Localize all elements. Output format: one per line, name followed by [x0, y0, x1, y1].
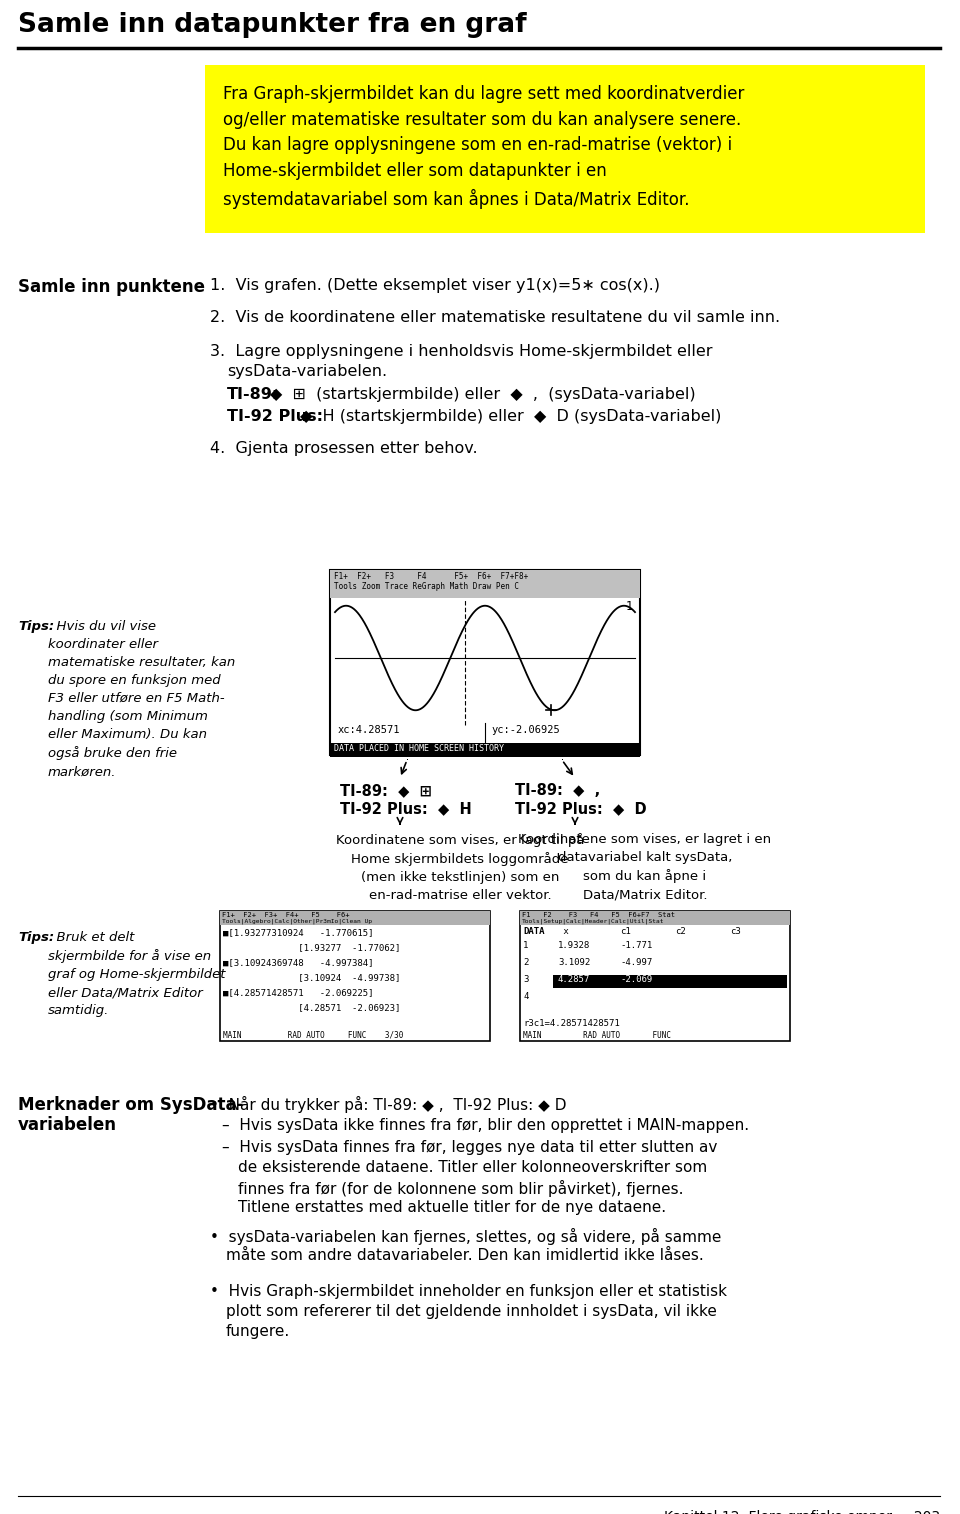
- Text: Tools|Algebro|Calc|Other|Pr3mIo|Clean Up: Tools|Algebro|Calc|Other|Pr3mIo|Clean Up: [222, 919, 372, 925]
- Text: TI-89:  ◆  ,: TI-89: ◆ ,: [515, 783, 600, 798]
- Text: 3: 3: [523, 975, 528, 984]
- FancyBboxPatch shape: [220, 911, 490, 925]
- Text: måte som andre datavariabeler. Den kan imidlertid ikke låses.: måte som andre datavariabeler. Den kan i…: [226, 1248, 704, 1263]
- Text: TI-92 Plus:  ◆  H: TI-92 Plus: ◆ H: [340, 801, 471, 816]
- Text: finnes fra før (for de kolonnene som blir påvirket), fjernes.: finnes fra før (for de kolonnene som bli…: [238, 1179, 684, 1198]
- Text: Fra Graph-skjermbildet kan du lagre sett med koordinatverdier
og/eller matematis: Fra Graph-skjermbildet kan du lagre sett…: [223, 85, 744, 209]
- Text: -1.771: -1.771: [620, 942, 652, 949]
- FancyBboxPatch shape: [520, 911, 790, 925]
- Text: •  sysData-variabelen kan fjernes, slettes, og så videre, på samme: • sysData-variabelen kan fjernes, slette…: [210, 1228, 721, 1245]
- Text: de eksisterende dataene. Titler eller kolonneoverskrifter som: de eksisterende dataene. Titler eller ko…: [238, 1160, 708, 1175]
- Text: Merknader om SysData-: Merknader om SysData-: [18, 1096, 244, 1114]
- Text: TI-92 Plus:: TI-92 Plus:: [227, 409, 323, 424]
- Text: 1.  Vis grafen. (Dette eksemplet viser y1(x)=5∗ cos(x).): 1. Vis grafen. (Dette eksemplet viser y1…: [210, 279, 660, 294]
- Text: Koordinatene som vises, er lagret i en
datavariabel kalt sysData,
som du kan åpn: Koordinatene som vises, er lagret i en d…: [518, 833, 772, 901]
- Text: [3.10924  -4.99738]: [3.10924 -4.99738]: [223, 974, 400, 983]
- Text: TI-92 Plus:  ◆  D: TI-92 Plus: ◆ D: [515, 801, 647, 816]
- Text: xc:4.28571: xc:4.28571: [338, 725, 400, 734]
- FancyBboxPatch shape: [553, 975, 787, 989]
- Text: ◆  H (startskjermbilde) eller  ◆  D (sysData-variabel): ◆ H (startskjermbilde) eller ◆ D (sysDat…: [300, 409, 721, 424]
- Text: ◆  ⊞  (startskjermbilde) eller  ◆  ,  (sysData-variabel): ◆ ⊞ (startskjermbilde) eller ◆ , (sysDat…: [270, 388, 696, 403]
- Text: 3.1092: 3.1092: [558, 958, 590, 967]
- Text: Koordinatene som vises, er lagt til på
Home skjermbildets loggområde
(men ikke t: Koordinatene som vises, er lagt til på H…: [336, 833, 585, 902]
- Text: 3.  Lagre opplysningene i henholdsvis Home-skjermbildet eller: 3. Lagre opplysningene i henholdsvis Hom…: [210, 344, 712, 359]
- Text: MAIN         RAD AUTO       FUNC: MAIN RAD AUTO FUNC: [523, 1031, 671, 1040]
- Text: [4.28571  -2.06923]: [4.28571 -2.06923]: [223, 1002, 400, 1011]
- Text: c1: c1: [620, 927, 631, 936]
- FancyBboxPatch shape: [330, 743, 640, 757]
- Text: ■[3.10924369748   -4.997384]: ■[3.10924369748 -4.997384]: [223, 958, 373, 967]
- Text: Bruk et delt
skjermbilde for å vise en
graf og Home-skjermbildet
eller Data/Matr: Bruk et delt skjermbilde for å vise en g…: [48, 931, 226, 1017]
- Text: Kapittel 12: Flere grafiske emner     203: Kapittel 12: Flere grafiske emner 203: [664, 1509, 940, 1514]
- Text: Tools Zoom Trace ReGraph Math Draw Pen C: Tools Zoom Trace ReGraph Math Draw Pen C: [334, 581, 519, 590]
- Text: plott som refererer til det gjeldende innholdet i sysData, vil ikke: plott som refererer til det gjeldende in…: [226, 1304, 717, 1319]
- Text: 4.  Gjenta prosessen etter behov.: 4. Gjenta prosessen etter behov.: [210, 441, 478, 456]
- FancyBboxPatch shape: [330, 569, 640, 755]
- FancyBboxPatch shape: [205, 65, 925, 233]
- Text: Tips:: Tips:: [18, 931, 54, 945]
- Text: Samle inn punktene: Samle inn punktene: [18, 279, 205, 297]
- Text: –  Hvis sysData ikke finnes fra før, blir den opprettet i MAIN-mappen.: – Hvis sysData ikke finnes fra før, blir…: [222, 1117, 749, 1132]
- Text: variabelen: variabelen: [18, 1116, 117, 1134]
- Text: x: x: [558, 927, 568, 936]
- Text: ■[1.93277310924   -1.770615]: ■[1.93277310924 -1.770615]: [223, 928, 373, 937]
- Text: Tools|Setup|Calc|Header|Calc|Util|Stat: Tools|Setup|Calc|Header|Calc|Util|Stat: [522, 919, 664, 925]
- Text: Hvis du vil vise
koordinater eller
matematiske resultater, kan
du spore en funks: Hvis du vil vise koordinater eller matem…: [48, 621, 235, 778]
- Text: fungere.: fungere.: [226, 1325, 290, 1338]
- Text: -2.069: -2.069: [620, 975, 652, 984]
- Text: 1.9328: 1.9328: [558, 942, 590, 949]
- Text: F1+  F2+   F3     F4      F5+  F6+  F7+F8+: F1+ F2+ F3 F4 F5+ F6+ F7+F8+: [334, 572, 528, 581]
- Text: c2: c2: [675, 927, 685, 936]
- FancyBboxPatch shape: [330, 569, 640, 598]
- Text: 4: 4: [523, 992, 528, 1001]
- Text: –  Hvis sysData finnes fra før, legges nye data til etter slutten av: – Hvis sysData finnes fra før, legges ny…: [222, 1140, 717, 1155]
- Text: sysData-variabelen.: sysData-variabelen.: [227, 363, 387, 378]
- Text: TI-89:: TI-89:: [227, 388, 279, 403]
- Text: 2: 2: [523, 958, 528, 967]
- Text: [1.93277  -1.77062]: [1.93277 -1.77062]: [223, 943, 400, 952]
- Text: •  Når du trykker på: TI-89: ◆ ,  TI-92 Plus: ◆ D: • Når du trykker på: TI-89: ◆ , TI-92 Pl…: [210, 1096, 566, 1113]
- Text: DATA: DATA: [523, 927, 544, 936]
- FancyBboxPatch shape: [520, 911, 790, 1042]
- Text: 2.  Vis de koordinatene eller matematiske resultatene du vil samle inn.: 2. Vis de koordinatene eller matematiske…: [210, 310, 780, 326]
- Text: 1: 1: [626, 600, 634, 613]
- Text: c3: c3: [730, 927, 741, 936]
- Text: Tips:: Tips:: [18, 621, 54, 633]
- Text: ■[4.28571428571   -2.069225]: ■[4.28571428571 -2.069225]: [223, 989, 373, 998]
- Text: 4.2857: 4.2857: [558, 975, 590, 984]
- Text: •  Hvis Graph-skjermbildet inneholder en funksjon eller et statistisk: • Hvis Graph-skjermbildet inneholder en …: [210, 1284, 727, 1299]
- Text: F1+  F2+  F3+  F4+   F5    F6+: F1+ F2+ F3+ F4+ F5 F6+: [222, 911, 349, 917]
- Text: DATA PLACED IN HOME SCREEN HISTORY: DATA PLACED IN HOME SCREEN HISTORY: [334, 743, 504, 752]
- Text: Titlene erstattes med aktuelle titler for de nye dataene.: Titlene erstattes med aktuelle titler fo…: [238, 1201, 666, 1216]
- Text: yc:-2.06925: yc:-2.06925: [491, 725, 560, 734]
- Text: MAIN          RAD AUTO     FUNC    3/30: MAIN RAD AUTO FUNC 3/30: [223, 1031, 403, 1040]
- Text: r3c1=4.28571428571: r3c1=4.28571428571: [523, 1019, 620, 1028]
- Text: Samle inn datapunkter fra en graf: Samle inn datapunkter fra en graf: [18, 12, 527, 38]
- FancyBboxPatch shape: [220, 911, 490, 1042]
- Text: TI-89:  ◆  ⊞: TI-89: ◆ ⊞: [340, 783, 432, 798]
- Text: -4.997: -4.997: [620, 958, 652, 967]
- Text: 1: 1: [523, 942, 528, 949]
- Text: F1   F2    F3   F4   F5  F6+F7  Stat: F1 F2 F3 F4 F5 F6+F7 Stat: [522, 911, 675, 917]
